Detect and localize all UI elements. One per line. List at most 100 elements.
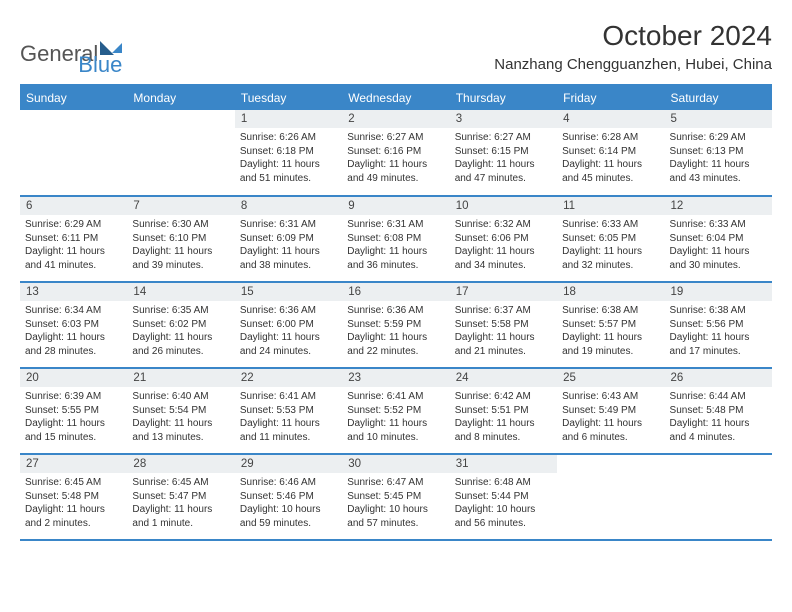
- day-details: Sunrise: 6:30 AMSunset: 6:10 PMDaylight:…: [127, 215, 234, 275]
- day-number: 18: [557, 283, 664, 301]
- day-cell: 3Sunrise: 6:27 AMSunset: 6:15 PMDaylight…: [450, 110, 557, 196]
- day-number: 13: [20, 283, 127, 301]
- dayname-fri: Friday: [557, 86, 664, 110]
- sunrise-text: Sunrise: 6:34 AM: [25, 304, 122, 318]
- day-number: 2: [342, 110, 449, 128]
- daylight-text: Daylight: 11 hours and 17 minutes.: [670, 331, 767, 358]
- day-number: 23: [342, 369, 449, 387]
- day-details: Sunrise: 6:29 AMSunset: 6:13 PMDaylight:…: [665, 128, 772, 188]
- week-row: 1Sunrise: 6:26 AMSunset: 6:18 PMDaylight…: [20, 110, 772, 196]
- sunset-text: Sunset: 6:00 PM: [240, 318, 337, 332]
- sunset-text: Sunset: 6:03 PM: [25, 318, 122, 332]
- day-details: Sunrise: 6:43 AMSunset: 5:49 PMDaylight:…: [557, 387, 664, 447]
- day-number: 12: [665, 197, 772, 215]
- daylight-text: Daylight: 10 hours and 59 minutes.: [240, 503, 337, 530]
- sunrise-text: Sunrise: 6:38 AM: [670, 304, 767, 318]
- daylight-text: Daylight: 11 hours and 45 minutes.: [562, 158, 659, 185]
- day-cell: [20, 110, 127, 196]
- day-number: 27: [20, 455, 127, 473]
- sunset-text: Sunset: 5:53 PM: [240, 404, 337, 418]
- day-details: Sunrise: 6:33 AMSunset: 6:05 PMDaylight:…: [557, 215, 664, 275]
- daylight-text: Daylight: 11 hours and 8 minutes.: [455, 417, 552, 444]
- day-number: 5: [665, 110, 772, 128]
- sunset-text: Sunset: 6:15 PM: [455, 145, 552, 159]
- sunset-text: Sunset: 6:06 PM: [455, 232, 552, 246]
- day-details: Sunrise: 6:45 AMSunset: 5:48 PMDaylight:…: [20, 473, 127, 533]
- day-cell: 26Sunrise: 6:44 AMSunset: 5:48 PMDayligh…: [665, 368, 772, 454]
- daylight-text: Daylight: 11 hours and 13 minutes.: [132, 417, 229, 444]
- header-row: General Blue October 2024 Nanzhang Cheng…: [20, 20, 772, 78]
- sunrise-text: Sunrise: 6:41 AM: [347, 390, 444, 404]
- day-number: 9: [342, 197, 449, 215]
- day-details: Sunrise: 6:38 AMSunset: 5:56 PMDaylight:…: [665, 301, 772, 361]
- sunset-text: Sunset: 6:18 PM: [240, 145, 337, 159]
- dayname-wed: Wednesday: [342, 86, 449, 110]
- sunset-text: Sunset: 5:55 PM: [25, 404, 122, 418]
- sunrise-text: Sunrise: 6:36 AM: [240, 304, 337, 318]
- day-number: 17: [450, 283, 557, 301]
- day-number: 19: [665, 283, 772, 301]
- day-cell: 27Sunrise: 6:45 AMSunset: 5:48 PMDayligh…: [20, 454, 127, 540]
- day-cell: 22Sunrise: 6:41 AMSunset: 5:53 PMDayligh…: [235, 368, 342, 454]
- sunrise-text: Sunrise: 6:41 AM: [240, 390, 337, 404]
- day-cell: 4Sunrise: 6:28 AMSunset: 6:14 PMDaylight…: [557, 110, 664, 196]
- day-cell: 6Sunrise: 6:29 AMSunset: 6:11 PMDaylight…: [20, 196, 127, 282]
- day-number: 22: [235, 369, 342, 387]
- day-details: Sunrise: 6:40 AMSunset: 5:54 PMDaylight:…: [127, 387, 234, 447]
- calendar-table: Sunday Monday Tuesday Wednesday Thursday…: [20, 86, 772, 541]
- sunset-text: Sunset: 5:59 PM: [347, 318, 444, 332]
- day-details: Sunrise: 6:27 AMSunset: 6:15 PMDaylight:…: [450, 128, 557, 188]
- sunrise-text: Sunrise: 6:33 AM: [562, 218, 659, 232]
- dayname-sun: Sunday: [20, 86, 127, 110]
- sunset-text: Sunset: 6:11 PM: [25, 232, 122, 246]
- sunrise-text: Sunrise: 6:26 AM: [240, 131, 337, 145]
- day-number: 16: [342, 283, 449, 301]
- sunset-text: Sunset: 6:02 PM: [132, 318, 229, 332]
- day-cell: 17Sunrise: 6:37 AMSunset: 5:58 PMDayligh…: [450, 282, 557, 368]
- sunset-text: Sunset: 5:51 PM: [455, 404, 552, 418]
- sunset-text: Sunset: 6:08 PM: [347, 232, 444, 246]
- day-details: Sunrise: 6:32 AMSunset: 6:06 PMDaylight:…: [450, 215, 557, 275]
- day-cell: 9Sunrise: 6:31 AMSunset: 6:08 PMDaylight…: [342, 196, 449, 282]
- day-number: 29: [235, 455, 342, 473]
- day-cell: 13Sunrise: 6:34 AMSunset: 6:03 PMDayligh…: [20, 282, 127, 368]
- day-number: 1: [235, 110, 342, 128]
- sunrise-text: Sunrise: 6:36 AM: [347, 304, 444, 318]
- day-details: Sunrise: 6:41 AMSunset: 5:52 PMDaylight:…: [342, 387, 449, 447]
- month-title: October 2024: [494, 20, 772, 52]
- day-details: Sunrise: 6:28 AMSunset: 6:14 PMDaylight:…: [557, 128, 664, 188]
- logo-text-blue: Blue: [78, 52, 122, 78]
- sunrise-text: Sunrise: 6:28 AM: [562, 131, 659, 145]
- day-details: Sunrise: 6:26 AMSunset: 6:18 PMDaylight:…: [235, 128, 342, 188]
- day-cell: 25Sunrise: 6:43 AMSunset: 5:49 PMDayligh…: [557, 368, 664, 454]
- sunrise-text: Sunrise: 6:35 AM: [132, 304, 229, 318]
- daylight-text: Daylight: 11 hours and 41 minutes.: [25, 245, 122, 272]
- brand-logo: General Blue: [20, 20, 122, 78]
- sunrise-text: Sunrise: 6:39 AM: [25, 390, 122, 404]
- day-number: 21: [127, 369, 234, 387]
- day-details: Sunrise: 6:36 AMSunset: 5:59 PMDaylight:…: [342, 301, 449, 361]
- day-details: Sunrise: 6:34 AMSunset: 6:03 PMDaylight:…: [20, 301, 127, 361]
- daylight-text: Daylight: 11 hours and 36 minutes.: [347, 245, 444, 272]
- day-details: Sunrise: 6:29 AMSunset: 6:11 PMDaylight:…: [20, 215, 127, 275]
- sunrise-text: Sunrise: 6:37 AM: [455, 304, 552, 318]
- sunrise-text: Sunrise: 6:48 AM: [455, 476, 552, 490]
- daylight-text: Daylight: 11 hours and 22 minutes.: [347, 331, 444, 358]
- sunrise-text: Sunrise: 6:46 AM: [240, 476, 337, 490]
- day-details: Sunrise: 6:38 AMSunset: 5:57 PMDaylight:…: [557, 301, 664, 361]
- day-number: 3: [450, 110, 557, 128]
- sunset-text: Sunset: 6:16 PM: [347, 145, 444, 159]
- sunset-text: Sunset: 6:04 PM: [670, 232, 767, 246]
- day-details: Sunrise: 6:48 AMSunset: 5:44 PMDaylight:…: [450, 473, 557, 533]
- day-cell: 8Sunrise: 6:31 AMSunset: 6:09 PMDaylight…: [235, 196, 342, 282]
- sunset-text: Sunset: 5:57 PM: [562, 318, 659, 332]
- daylight-text: Daylight: 11 hours and 28 minutes.: [25, 331, 122, 358]
- sunrise-text: Sunrise: 6:38 AM: [562, 304, 659, 318]
- sunset-text: Sunset: 6:05 PM: [562, 232, 659, 246]
- day-details: Sunrise: 6:45 AMSunset: 5:47 PMDaylight:…: [127, 473, 234, 533]
- sunset-text: Sunset: 5:48 PM: [670, 404, 767, 418]
- day-number: 6: [20, 197, 127, 215]
- day-cell: 31Sunrise: 6:48 AMSunset: 5:44 PMDayligh…: [450, 454, 557, 540]
- daylight-text: Daylight: 11 hours and 24 minutes.: [240, 331, 337, 358]
- dayname-mon: Monday: [127, 86, 234, 110]
